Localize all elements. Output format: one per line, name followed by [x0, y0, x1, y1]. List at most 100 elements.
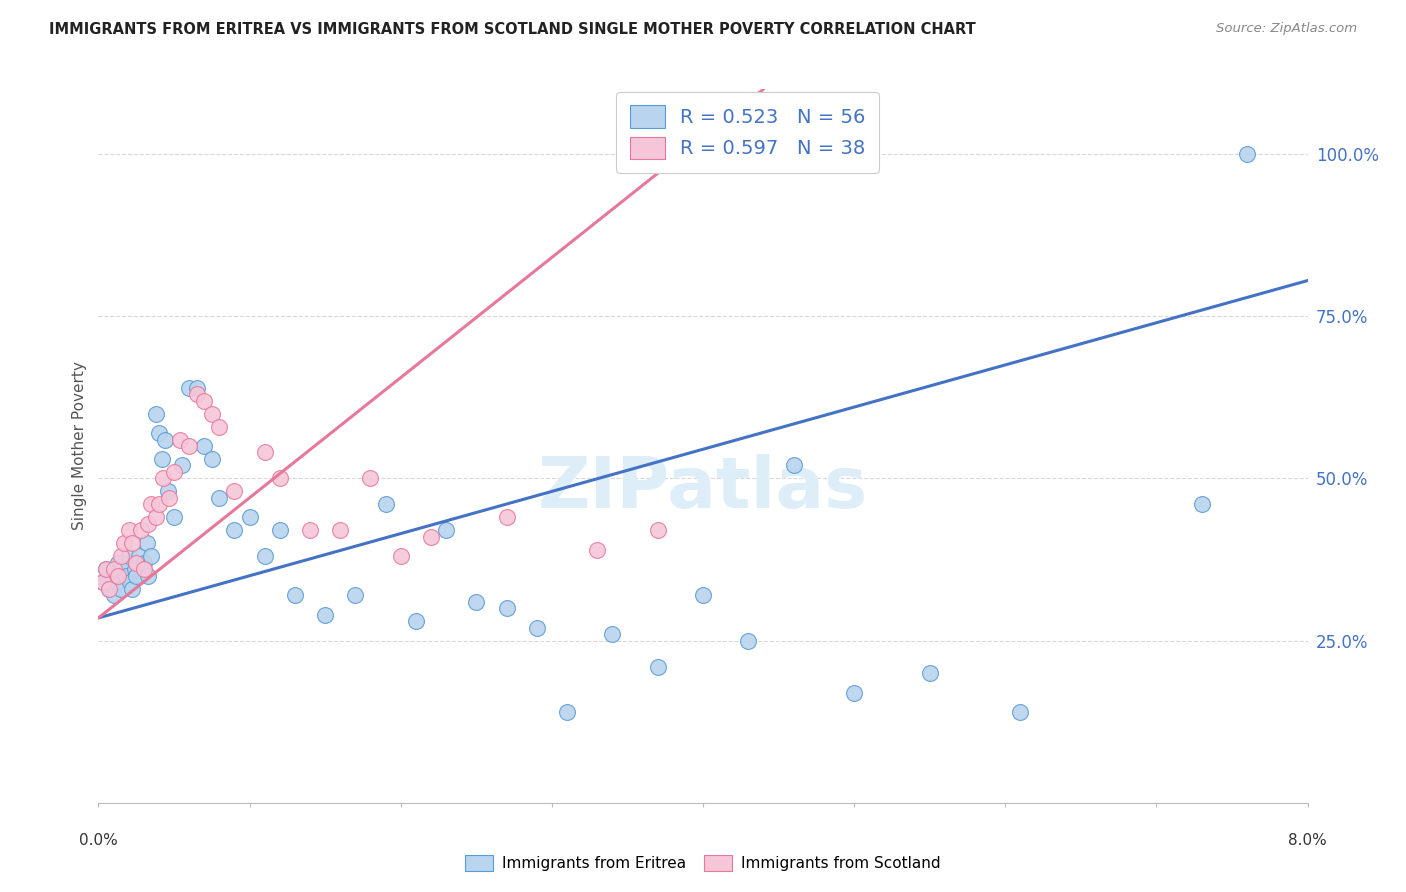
Point [405, 614, 427, 628]
Point [156, 484, 179, 499]
Point [118, 549, 141, 564]
Legend: R = 0.523   N = 56, R = 0.597   N = 38: R = 0.523 N = 56, R = 0.597 N = 38 [616, 92, 879, 173]
Point [465, 595, 488, 609]
Point [344, 588, 367, 602]
Point [94, 562, 117, 576]
Text: 0.0%: 0.0% [79, 833, 118, 848]
Point [124, 562, 146, 576]
Point [179, 439, 201, 453]
Point [129, 524, 152, 538]
Point [152, 471, 174, 485]
Point [314, 607, 336, 622]
Point [201, 452, 224, 467]
Point [136, 568, 159, 582]
Point [208, 419, 231, 434]
Point [224, 484, 246, 499]
Point [170, 458, 193, 473]
Point [1236, 147, 1258, 161]
Point [186, 381, 208, 395]
Point [495, 510, 517, 524]
Point [159, 491, 181, 505]
Point [918, 666, 941, 681]
Point [150, 452, 173, 467]
Point [193, 439, 215, 453]
Point [844, 685, 866, 699]
Point [107, 556, 129, 570]
Point [91, 575, 114, 590]
Point [153, 433, 176, 447]
Point [269, 524, 291, 538]
Text: Source: ZipAtlas.com: Source: ZipAtlas.com [1216, 22, 1357, 36]
Point [239, 510, 262, 524]
Point [495, 601, 517, 615]
Point [169, 433, 191, 447]
Point [125, 556, 148, 570]
Point [208, 491, 231, 505]
Point [329, 524, 352, 538]
Point [163, 510, 186, 524]
Point [526, 621, 548, 635]
Point [647, 659, 669, 673]
Point [269, 471, 291, 485]
Point [132, 562, 155, 576]
Y-axis label: Single Mother Poverty: Single Mother Poverty [72, 361, 87, 531]
Point [284, 588, 307, 602]
Point [555, 705, 578, 719]
Point [374, 497, 396, 511]
Point [434, 524, 457, 538]
Point [141, 497, 163, 511]
Point [136, 516, 159, 531]
Point [179, 381, 201, 395]
Text: ZIPatlas: ZIPatlas [538, 454, 868, 524]
Point [737, 633, 759, 648]
Point [94, 562, 117, 576]
Point [647, 524, 669, 538]
Point [723, 147, 745, 161]
Point [112, 536, 135, 550]
Text: 8.0%: 8.0% [1288, 833, 1327, 848]
Point [420, 530, 443, 544]
Point [132, 556, 155, 570]
Point [692, 588, 714, 602]
Point [201, 407, 224, 421]
Point [120, 575, 142, 590]
Point [692, 147, 714, 161]
Point [186, 387, 208, 401]
Point [1010, 705, 1032, 719]
Point [148, 425, 170, 440]
Point [141, 549, 163, 564]
Point [118, 524, 141, 538]
Point [145, 407, 167, 421]
Point [128, 549, 150, 564]
Point [111, 562, 134, 576]
Point [1191, 497, 1213, 511]
Point [110, 549, 132, 564]
Point [586, 542, 609, 557]
Point [105, 575, 128, 590]
Point [135, 536, 157, 550]
Point [110, 582, 132, 596]
Point [602, 627, 624, 641]
Point [103, 562, 125, 576]
Point [224, 524, 246, 538]
Text: IMMIGRANTS FROM ERITREA VS IMMIGRANTS FROM SCOTLAND SINGLE MOTHER POVERTY CORREL: IMMIGRANTS FROM ERITREA VS IMMIGRANTS FR… [49, 22, 976, 37]
Point [114, 568, 136, 582]
Point [98, 582, 121, 596]
Point [121, 582, 143, 596]
Point [91, 575, 114, 590]
Point [299, 524, 322, 538]
Point [389, 549, 412, 564]
Point [145, 510, 167, 524]
Point [148, 497, 170, 511]
Point [163, 465, 186, 479]
Point [101, 568, 124, 582]
Point [125, 568, 148, 582]
Point [783, 458, 806, 473]
Point [193, 393, 215, 408]
Point [107, 568, 129, 582]
Legend: Immigrants from Eritrea, Immigrants from Scotland: Immigrants from Eritrea, Immigrants from… [460, 849, 946, 877]
Point [253, 549, 276, 564]
Point [103, 588, 125, 602]
Point [360, 471, 382, 485]
Point [121, 536, 143, 550]
